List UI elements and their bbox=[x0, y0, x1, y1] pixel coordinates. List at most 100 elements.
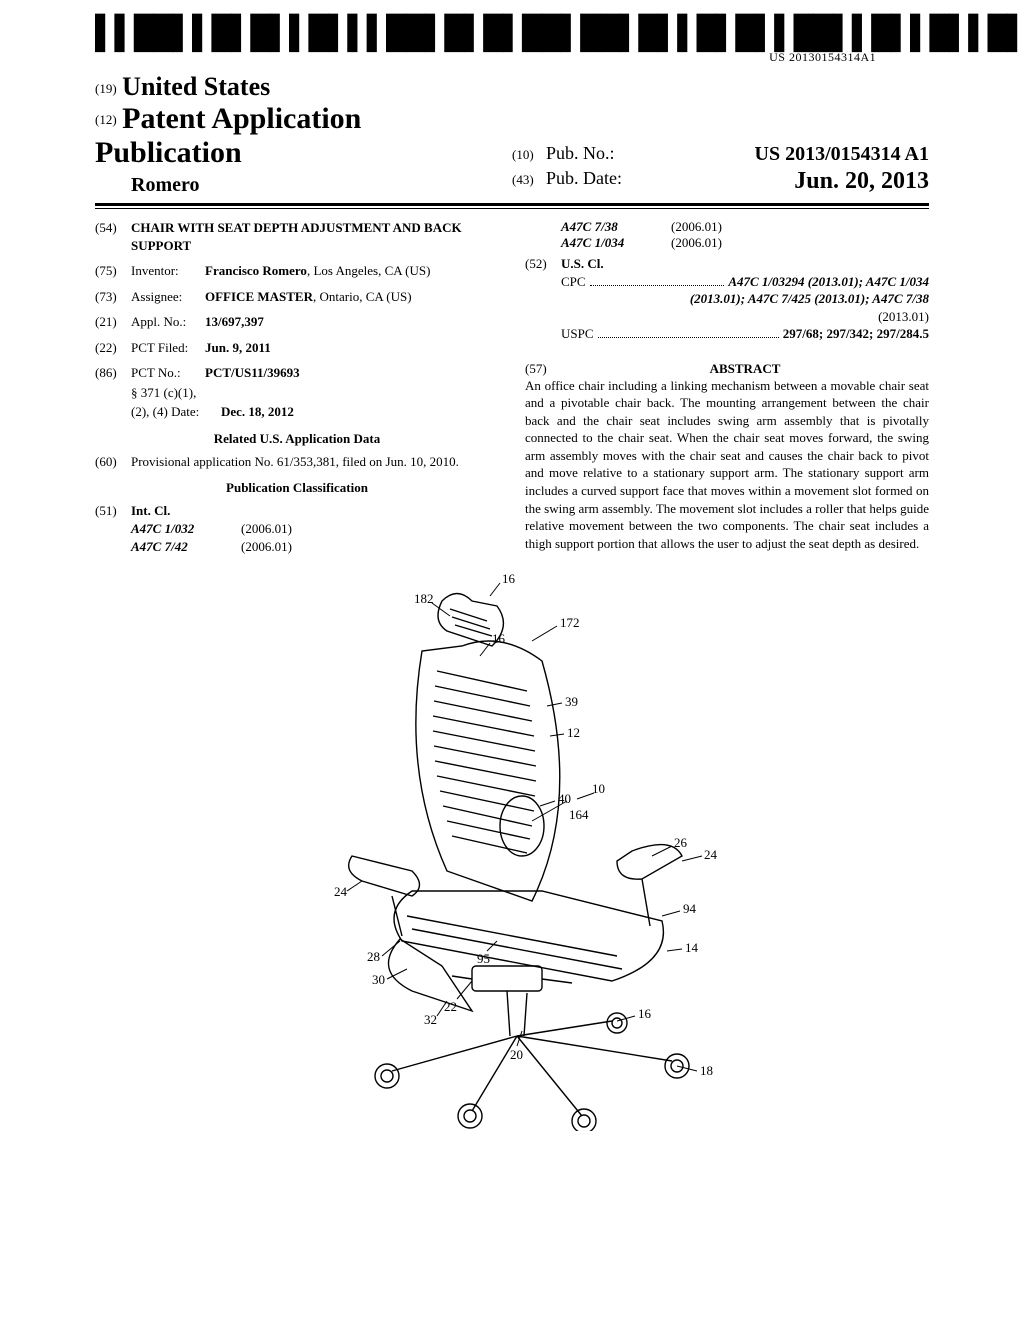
cpc-label: CPC bbox=[561, 273, 586, 291]
dot-leader bbox=[590, 285, 725, 286]
field-75: (75) Inventor: Francisco Romero, Los Ang… bbox=[95, 262, 499, 280]
inventor-value: Francisco Romero, Los Angeles, CA (US) bbox=[205, 262, 499, 280]
biblio-columns: (54) CHAIR WITH SEAT DEPTH ADJUSTMENT AN… bbox=[95, 219, 929, 557]
fig-label: 18 bbox=[700, 1063, 713, 1078]
code-21: (21) bbox=[95, 313, 131, 331]
field-22: (22) PCT Filed: Jun. 9, 2011 bbox=[95, 339, 499, 357]
fig-label: 95 bbox=[477, 951, 490, 966]
fig-label: 164 bbox=[569, 807, 589, 822]
code-52: (52) bbox=[525, 255, 561, 343]
fig-label: 10 bbox=[592, 781, 605, 796]
code-75: (75) bbox=[95, 262, 131, 280]
pubdate-line: (43) Pub. Date: Jun. 20, 2013 bbox=[512, 168, 929, 195]
cpc-value-2: (2013.01); A47C 7/425 (2013.01); A47C 7/… bbox=[561, 290, 929, 308]
field-21: (21) Appl. No.: 13/697,397 bbox=[95, 313, 499, 331]
pubno-value: US 2013/0154314 A1 bbox=[666, 143, 929, 166]
fig-label: 172 bbox=[560, 615, 580, 630]
field-54: (54) CHAIR WITH SEAT DEPTH ADJUSTMENT AN… bbox=[95, 219, 499, 254]
field-86: (86) PCT No.: PCT/US11/39693 bbox=[95, 364, 499, 382]
cpc-line-1: CPC A47C 1/03294 (2013.01); A47C 1/034 bbox=[561, 273, 929, 291]
field-52: (52) U.S. Cl. CPC A47C 1/03294 (2013.01)… bbox=[525, 255, 929, 343]
header: (19) United States (12) Patent Applicati… bbox=[95, 72, 929, 197]
field-60: (60) Provisional application No. 61/353,… bbox=[95, 453, 499, 471]
chair-figure: 16 172 182 16 39 12 40 10 164 26 24 94 1… bbox=[272, 571, 752, 1131]
fig-label: 40 bbox=[558, 791, 571, 806]
country-line: (19) United States bbox=[95, 72, 512, 102]
intcl-ver: (2006.01) bbox=[671, 235, 722, 251]
label-371date: (2), (4) Date: bbox=[131, 403, 221, 421]
dot-leader bbox=[598, 337, 779, 338]
fig-label: 14 bbox=[685, 940, 699, 955]
uspc-value: 297/68; 297/342; 297/284.5 bbox=[783, 325, 929, 343]
intcl-code: A47C 7/38 bbox=[561, 219, 671, 235]
label-pctno: PCT No.: bbox=[131, 364, 205, 382]
assignee-name: OFFICE MASTER bbox=[205, 289, 313, 304]
pubdate-label: Pub. Date: bbox=[546, 168, 666, 195]
rule-thin bbox=[95, 208, 929, 209]
inventor-surname: Romero bbox=[131, 174, 512, 197]
code-43: (43) bbox=[512, 168, 546, 195]
fig-label: 24 bbox=[334, 884, 348, 899]
field-86-sub2: (2), (4) Date: Dec. 18, 2012 bbox=[95, 403, 499, 421]
code-73: (73) bbox=[95, 288, 131, 306]
pubdate-value: Jun. 20, 2013 bbox=[666, 168, 929, 195]
fig-label: 39 bbox=[565, 694, 578, 709]
fig-label: 26 bbox=[674, 835, 688, 850]
intcl-label: Int. Cl. bbox=[131, 502, 499, 520]
pub-type-line: (12) Patent Application Publication bbox=[95, 102, 512, 170]
value-371date: Dec. 18, 2012 bbox=[221, 403, 499, 421]
fig-label: 12 bbox=[567, 725, 580, 740]
label-pctfiled: PCT Filed: bbox=[131, 339, 205, 357]
field-86-sub1: § 371 (c)(1), bbox=[95, 384, 499, 402]
uspc-line: USPC 297/68; 297/342; 297/284.5 bbox=[561, 325, 929, 343]
intcl-code: A47C 1/032 bbox=[131, 520, 241, 538]
pctno-value: PCT/US11/39693 bbox=[205, 364, 499, 382]
code-57: (57) bbox=[525, 361, 561, 377]
assignee-loc: , Ontario, CA (US) bbox=[313, 289, 412, 304]
assignee-value: OFFICE MASTER, Ontario, CA (US) bbox=[205, 288, 499, 306]
rule-thick bbox=[95, 203, 929, 206]
figure-area: 16 172 182 16 39 12 40 10 164 26 24 94 1… bbox=[95, 571, 929, 1136]
field-51: (51) Int. Cl. A47C 1/032 (2006.01) A47C … bbox=[95, 502, 499, 555]
intcl-code: A47C 1/034 bbox=[561, 235, 671, 251]
fig-label: 22 bbox=[444, 999, 457, 1014]
cpc-value-1: A47C 1/03294 (2013.01); A47C 1/034 bbox=[728, 273, 929, 291]
related-heading: Related U.S. Application Data bbox=[95, 431, 499, 447]
cpc-value-3: (2013.01) bbox=[561, 308, 929, 326]
barcode: ▌▌██▌▌█▌█▌▌█▌▌▌██▌█▌█▌██▌██▌█▌▌█▌█▌▌██▌▌… bbox=[95, 20, 1024, 65]
fig-label: 182 bbox=[414, 591, 434, 606]
uscl-label: U.S. Cl. bbox=[561, 255, 929, 273]
country-name: United States bbox=[122, 72, 270, 101]
pubno-line: (10) Pub. No.: US 2013/0154314 A1 bbox=[512, 143, 929, 166]
abstract-body: An office chair including a linking mech… bbox=[525, 377, 929, 552]
code-10: (10) bbox=[512, 143, 546, 166]
header-right: (10) Pub. No.: US 2013/0154314 A1 (43) P… bbox=[512, 141, 929, 197]
field-57: (57) ABSTRACT bbox=[525, 361, 929, 377]
barcode-bars: ▌▌██▌▌█▌█▌▌█▌▌▌██▌█▌█▌██▌██▌█▌▌█▌█▌▌██▌▌… bbox=[95, 20, 1024, 48]
header-left: (19) United States (12) Patent Applicati… bbox=[95, 72, 512, 197]
intcl-ver: (2006.01) bbox=[671, 219, 722, 235]
fig-label: 16 bbox=[638, 1006, 652, 1021]
fig-label: 28 bbox=[367, 949, 380, 964]
pubclass-heading: Publication Classification bbox=[95, 480, 499, 496]
code-19: (19) bbox=[95, 81, 117, 96]
pctfiled-value: Jun. 9, 2011 bbox=[205, 339, 499, 357]
provisional-text: Provisional application No. 61/353,381, … bbox=[131, 453, 499, 471]
code-60: (60) bbox=[95, 453, 131, 471]
code-86: (86) bbox=[95, 364, 131, 382]
intcl-code: A47C 7/42 bbox=[131, 538, 241, 556]
fig-label: 20 bbox=[510, 1047, 523, 1062]
intcl-row: A47C 1/034 (2006.01) bbox=[561, 235, 929, 251]
intcl-row: A47C 1/032 (2006.01) bbox=[131, 520, 499, 538]
label-inventor: Inventor: bbox=[131, 262, 205, 280]
pubno-label: Pub. No.: bbox=[546, 143, 666, 166]
intcl-row: A47C 7/38 (2006.01) bbox=[561, 219, 929, 235]
inventor-name: Francisco Romero bbox=[205, 263, 307, 278]
code-54: (54) bbox=[95, 219, 131, 254]
patent-page: ▌▌██▌▌█▌█▌▌█▌▌▌██▌█▌█▌██▌██▌█▌▌█▌█▌▌██▌▌… bbox=[0, 0, 1024, 1156]
pub-type: Patent Application Publication bbox=[95, 102, 361, 169]
code-22: (22) bbox=[95, 339, 131, 357]
field-73: (73) Assignee: OFFICE MASTER, Ontario, C… bbox=[95, 288, 499, 306]
intcl-ver: (2006.01) bbox=[241, 520, 292, 538]
fig-label: 32 bbox=[424, 1012, 437, 1027]
